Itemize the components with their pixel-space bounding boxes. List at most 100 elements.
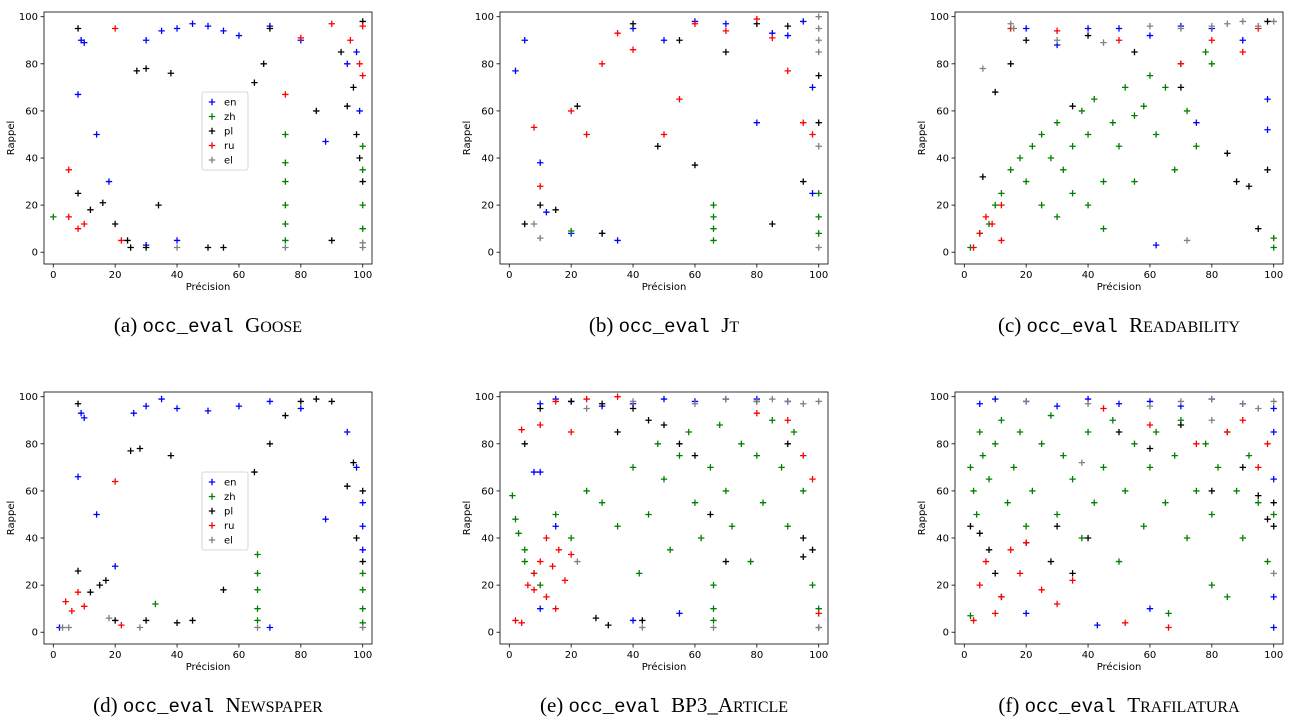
data-point-zh bbox=[1131, 178, 1138, 185]
data-point-el bbox=[1208, 395, 1216, 403]
y-tick-label: 60 bbox=[936, 106, 949, 117]
y-tick-label: 20 bbox=[25, 581, 38, 592]
data-point-el bbox=[574, 558, 581, 565]
data-point-ru bbox=[537, 183, 544, 190]
y-tick-label: 0 bbox=[32, 628, 38, 639]
data-point-pl bbox=[251, 468, 258, 476]
data-point-ru bbox=[567, 107, 575, 115]
data-point-ru bbox=[549, 563, 556, 570]
data-point-el bbox=[1177, 398, 1185, 405]
data-point-zh bbox=[521, 546, 528, 553]
caption-label: (a) bbox=[114, 313, 143, 337]
x-tick-label: 40 bbox=[171, 650, 184, 661]
data-point-el bbox=[1022, 398, 1030, 405]
data-point-pl bbox=[1264, 515, 1271, 523]
y-axis-label: Rappel bbox=[6, 121, 17, 155]
x-tick-label: 100 bbox=[353, 650, 372, 661]
series-pl bbox=[521, 20, 822, 237]
data-point-en bbox=[809, 84, 816, 91]
legend-label-zh: zh bbox=[224, 112, 236, 123]
data-point-ru bbox=[81, 603, 88, 610]
data-point-zh bbox=[282, 159, 289, 166]
data-point-en bbox=[629, 617, 637, 624]
data-point-zh bbox=[1193, 487, 1200, 495]
data-point-ru bbox=[992, 610, 999, 617]
x-tick-label: 60 bbox=[233, 650, 246, 661]
data-point-en bbox=[1022, 25, 1030, 32]
data-point-zh bbox=[282, 220, 289, 228]
data-point-ru bbox=[629, 46, 637, 53]
data-point-ru bbox=[552, 398, 559, 405]
data-point-zh bbox=[691, 499, 699, 506]
series-el bbox=[59, 614, 366, 631]
y-tick-label: 0 bbox=[943, 248, 949, 259]
data-point-en bbox=[530, 468, 538, 476]
legend-marker-el bbox=[208, 536, 216, 544]
data-point-pl bbox=[353, 131, 360, 138]
data-point-zh bbox=[1038, 131, 1045, 138]
series-en bbox=[1022, 22, 1271, 249]
data-point-el bbox=[1146, 22, 1154, 30]
series-en bbox=[976, 395, 1277, 631]
x-tick-label: 80 bbox=[750, 270, 763, 281]
data-point-ru bbox=[537, 558, 544, 565]
legend-label-pl: pl bbox=[224, 507, 233, 518]
series-en bbox=[530, 395, 791, 624]
y-tick-label: 80 bbox=[25, 59, 38, 70]
data-point-el bbox=[1239, 18, 1246, 25]
data-point-ru bbox=[1239, 48, 1246, 56]
data-point-zh bbox=[1171, 166, 1178, 173]
data-point-en bbox=[266, 398, 274, 405]
data-point-pl bbox=[1084, 534, 1092, 542]
data-point-pl bbox=[537, 405, 544, 412]
data-point-zh bbox=[1047, 412, 1055, 419]
data-point-ru bbox=[530, 586, 538, 594]
chart-b: 0 20 40 60 80 100 0 20 40 60 80 100 Précision Rappel (… bbox=[462, 11, 829, 338]
data-point-ru bbox=[512, 617, 519, 624]
data-point-el bbox=[59, 624, 66, 631]
series-ru bbox=[530, 15, 816, 190]
plot-frame bbox=[954, 11, 1284, 265]
data-point-zh bbox=[1121, 487, 1129, 495]
data-point-pl bbox=[74, 25, 82, 32]
x-tick-label: 40 bbox=[627, 270, 640, 281]
data-point-ru bbox=[297, 34, 305, 42]
caption-name-rest: EWSPAPER bbox=[241, 699, 323, 716]
data-point-en bbox=[660, 395, 668, 403]
chart-c: 0 20 40 60 80 100 0 20 40 60 80 100 Précision Rappel (… bbox=[917, 11, 1284, 338]
data-point-ru bbox=[660, 131, 668, 138]
caption-code: occ_eval bbox=[619, 316, 722, 338]
y-axis-label: Rappel bbox=[917, 501, 928, 535]
data-point-en bbox=[1115, 400, 1123, 407]
data-point-el bbox=[136, 624, 144, 631]
data-point-zh bbox=[769, 417, 776, 424]
data-point-zh bbox=[1245, 452, 1253, 459]
caption-f: (f) occ_eval TRAFILATURA bbox=[998, 693, 1240, 718]
data-point-ru bbox=[543, 593, 550, 601]
x-tick-label: 20 bbox=[1020, 270, 1033, 281]
data-point-ru bbox=[970, 244, 977, 251]
y-tick-label: 80 bbox=[936, 439, 949, 450]
data-point-pl bbox=[1264, 166, 1271, 173]
y-tick-label: 20 bbox=[25, 201, 38, 212]
data-point-pl bbox=[598, 400, 606, 407]
caption-code: occ_eval bbox=[569, 696, 672, 718]
caption-name: N bbox=[226, 693, 241, 717]
y-tick-label: 20 bbox=[481, 581, 494, 592]
data-point-pl bbox=[605, 621, 612, 629]
caption-code: occ_eval bbox=[1027, 316, 1130, 338]
data-point-el bbox=[1010, 25, 1017, 32]
data-point-zh bbox=[1233, 487, 1240, 495]
caption-label: (b) bbox=[589, 313, 619, 337]
data-point-pl bbox=[313, 107, 320, 115]
data-point-zh bbox=[359, 143, 366, 150]
data-point-en bbox=[784, 32, 791, 39]
data-point-ru bbox=[1208, 37, 1216, 44]
plot-frame bbox=[499, 391, 829, 645]
data-point-zh bbox=[1152, 131, 1160, 138]
data-point-zh bbox=[1004, 499, 1011, 506]
caption-name: BP3_A bbox=[671, 693, 734, 717]
y-tick-label: 40 bbox=[936, 154, 949, 165]
data-point-pl bbox=[645, 417, 652, 424]
data-point-pl bbox=[1177, 84, 1185, 91]
